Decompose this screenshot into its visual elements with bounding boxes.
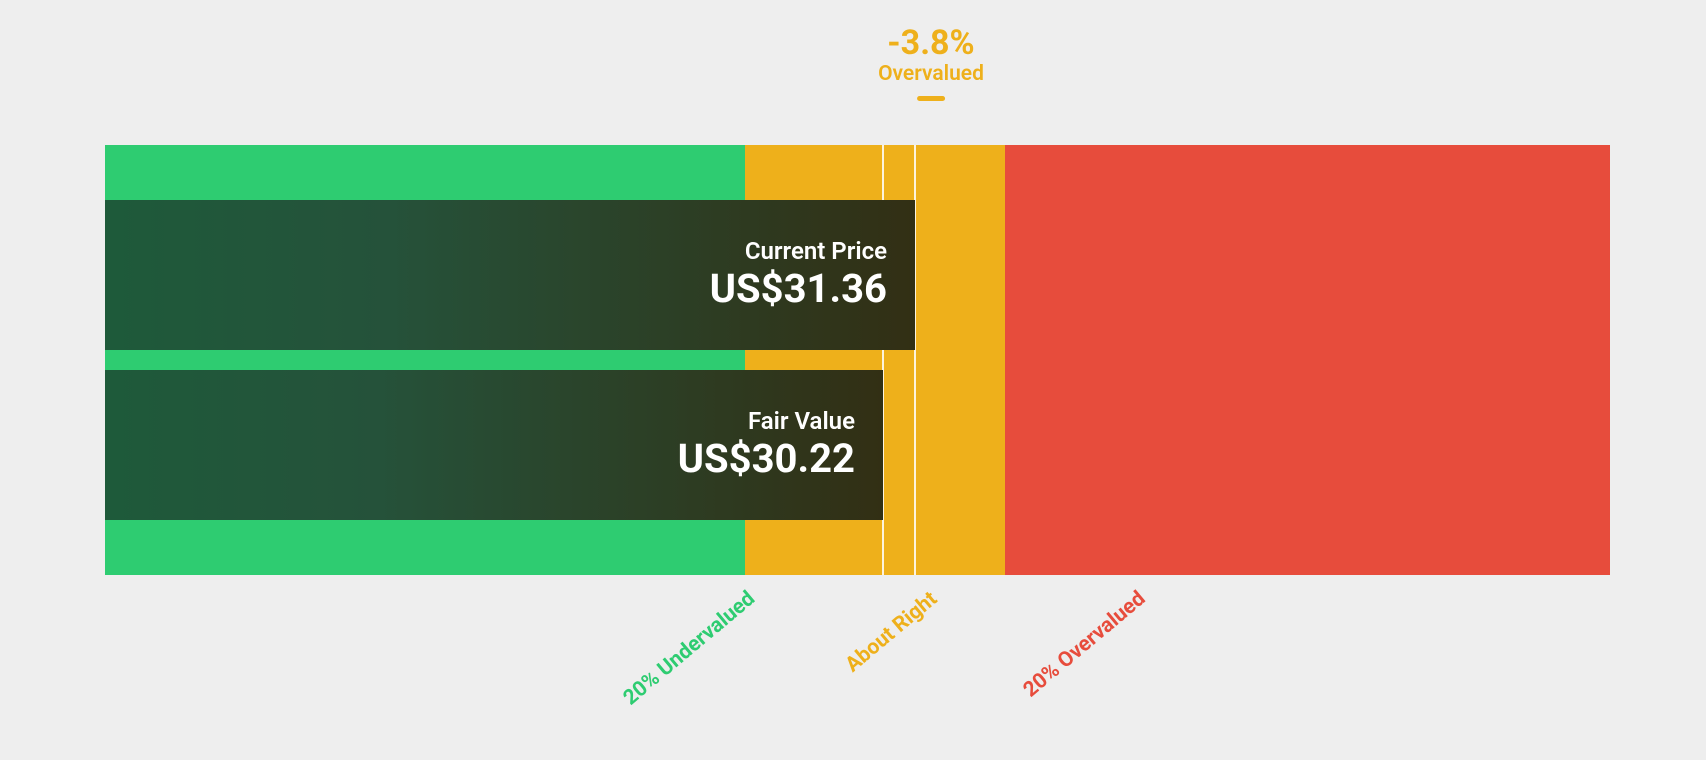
- bar-current-price-label: Current Price: [745, 237, 887, 266]
- chart-area: Current Price US$31.36 Fair Value US$30.…: [105, 145, 1610, 575]
- bar-fair-value-value: US$30.22: [678, 435, 855, 483]
- bar-current-price-value: US$31.36: [710, 265, 887, 313]
- zone-overvalued: [1005, 145, 1610, 575]
- bar-fair-value: Fair Value US$30.22: [105, 370, 883, 520]
- valuation-chart: -3.8% Overvalued Current Price US$31.36 …: [0, 0, 1706, 760]
- bar-fair-value-label: Fair Value: [748, 407, 855, 436]
- callout-percent: -3.8%: [878, 25, 984, 62]
- valuation-callout: -3.8% Overvalued: [878, 25, 984, 101]
- callout-status: Overvalued: [878, 62, 984, 87]
- bar-current-price: Current Price US$31.36: [105, 200, 915, 350]
- callout-tick: [917, 96, 945, 101]
